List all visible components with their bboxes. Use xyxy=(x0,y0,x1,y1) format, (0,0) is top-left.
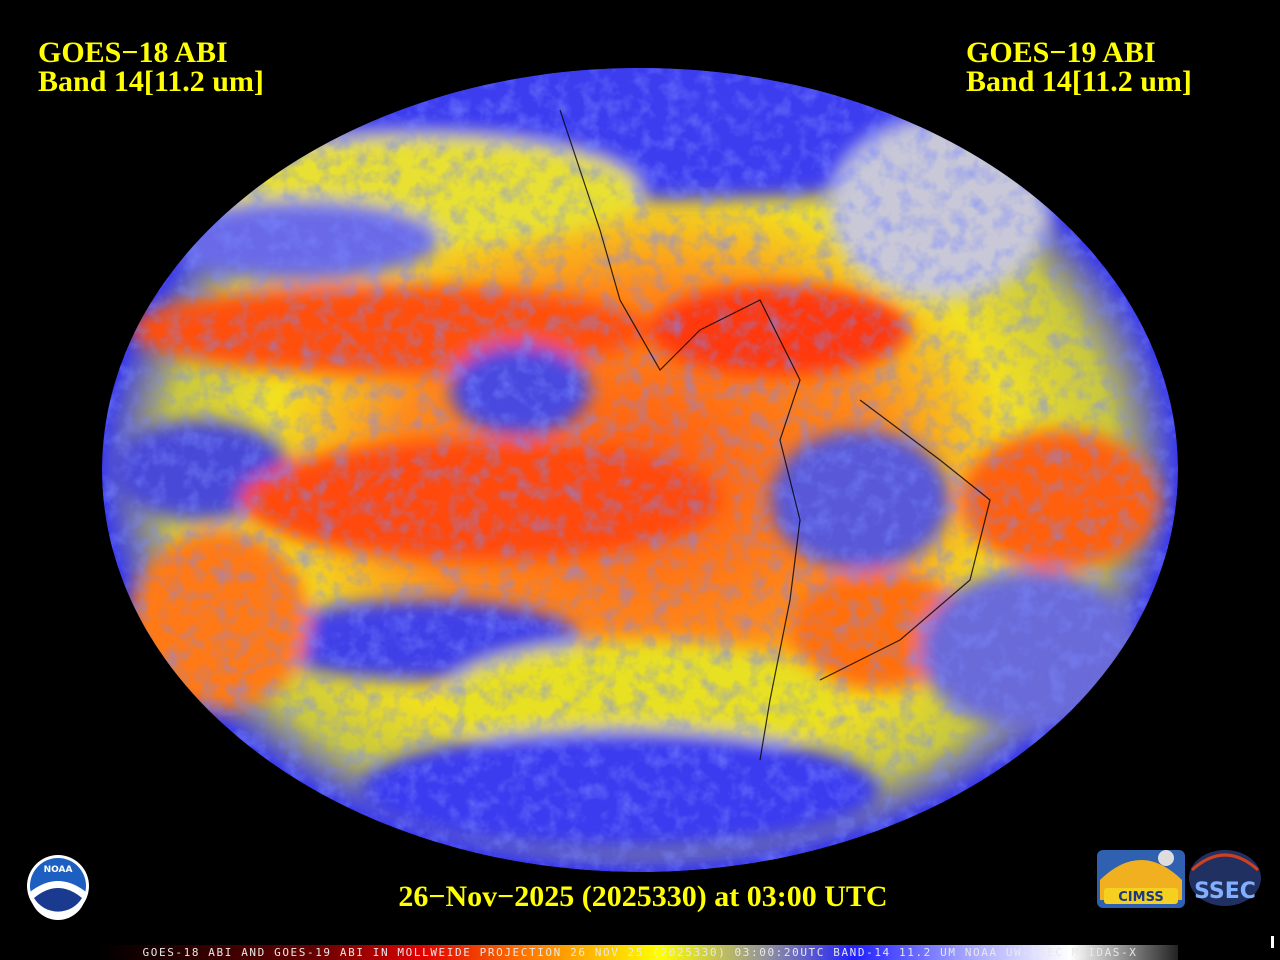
footer-caption: GOES-18 ABI AND GOES-19 ABI IN MOLLWEIDE… xyxy=(143,946,1138,959)
noaa-logo: NOAA xyxy=(27,855,89,920)
color-scale-bar xyxy=(98,945,1178,960)
ssec-logo: SSEC xyxy=(1189,850,1261,906)
cimss-label: CIMSS xyxy=(1118,890,1163,905)
left-satellite: GOES−18 ABI xyxy=(38,36,228,69)
right-band: Band 14[11.2 um] xyxy=(966,65,1192,98)
right-satellite: GOES−19 ABI xyxy=(966,36,1156,69)
timestamp: 26−Nov−2025 (2025330) at 03:00 UTC xyxy=(398,880,887,913)
noaa-label: NOAA xyxy=(44,865,73,875)
corner-marker xyxy=(1271,936,1274,948)
cimss-logo: CIMSS xyxy=(1097,850,1185,908)
earth-disk xyxy=(102,68,1178,872)
ssec-label: SSEC xyxy=(1194,879,1256,904)
left-band: Band 14[11.2 um] xyxy=(38,65,264,98)
